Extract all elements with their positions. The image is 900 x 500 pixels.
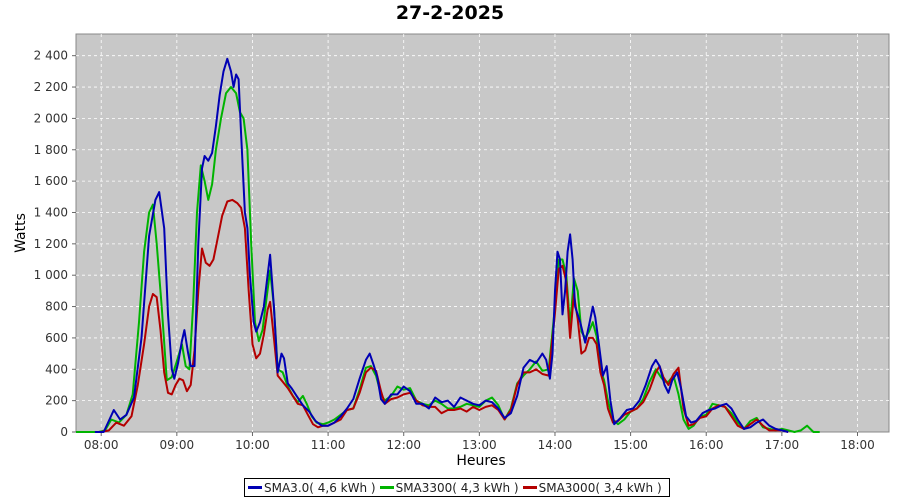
axes: 0 200 400 600 800 1 000 1 200 1 400 1 600 1 800 2 …: [34, 49, 875, 452]
x-tick-label: 17:00: [765, 438, 800, 452]
series-lines: [76, 57, 820, 433]
y-tick-label: 600: [45, 331, 68, 345]
y-tick-label: 800: [45, 300, 68, 314]
legend-label: SMA3300( 4,3 kWh ): [395, 480, 519, 495]
chart-title: 27-2-2025: [395, 2, 505, 24]
x-tick-label: 09:00: [160, 438, 195, 452]
legend-swatch: [522, 486, 537, 489]
grid-lines: [76, 34, 889, 432]
y-tick-label: 2 000: [34, 111, 68, 125]
x-tick-label: 08:00: [84, 438, 119, 452]
y-axis-label: Watts: [13, 213, 29, 253]
y-tick-label: 200: [45, 394, 68, 408]
y-tick-label: 1 800: [34, 143, 68, 157]
x-tick-label: 11:00: [311, 438, 346, 452]
plot-area: [75, 33, 890, 433]
x-tick-label: 16:00: [689, 438, 724, 452]
x-axis-label: Heures: [456, 453, 505, 469]
x-tick-label: 10:00: [235, 438, 270, 452]
legend-label: SMA3.0( 4,6 kWh ): [264, 480, 376, 495]
y-tick-label: 1 000: [34, 268, 68, 282]
series-line-1: [94, 57, 789, 433]
y-tick-label: 2 200: [34, 80, 68, 94]
y-tick-label: 1 600: [34, 174, 68, 188]
x-tick-label: 15:00: [613, 438, 648, 452]
x-tick-label: 18:00: [840, 438, 875, 452]
y-tick-label: 1 400: [34, 205, 68, 219]
y-tick-label: 400: [45, 362, 68, 376]
x-tick-label: 13:00: [462, 438, 497, 452]
legend-swatch: [248, 486, 262, 489]
legend-item-1: SMA3.0( 4,6 kWh ): [248, 481, 376, 495]
y-tick-label: 1 200: [34, 237, 68, 251]
legend-swatch: [379, 486, 394, 489]
x-tick-label: 12:00: [386, 438, 421, 452]
x-tick-label: 14:00: [538, 438, 573, 452]
legend-item-2: SMA3300( 4,3 kWh ): [379, 480, 519, 495]
y-tick-label: 0: [60, 425, 68, 439]
legend-label: SMA3000( 3,4 kWh ): [538, 480, 662, 495]
series-line-2: [76, 86, 820, 433]
legend-item-3: SMA3000( 3,4 kWh ): [522, 480, 662, 495]
y-tick-label: 2 400: [34, 49, 68, 63]
legend: SMA3.0( 4,6 kWh ) SMA3300( 4,3 kWh ) SMA30…: [244, 478, 670, 497]
